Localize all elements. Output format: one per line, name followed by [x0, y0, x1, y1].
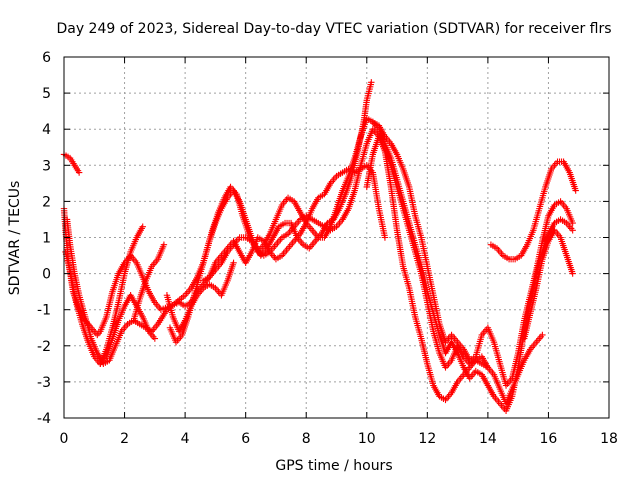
series-trace-5 — [97, 223, 146, 368]
data-point — [569, 219, 576, 227]
data-point — [139, 223, 146, 230]
series-trace-11 — [363, 133, 492, 404]
data-point — [151, 335, 159, 342]
series-trace-6 — [130, 241, 168, 324]
series-trace-10 — [369, 118, 576, 389]
x-tick-label: 14 — [479, 431, 497, 447]
series-trace-13 — [521, 227, 576, 342]
data-point — [160, 241, 168, 248]
y-tick-label: -2 — [37, 339, 51, 355]
x-tick-label: 2 — [120, 431, 129, 447]
series-trace-8 — [166, 79, 375, 346]
series-trace-9 — [200, 162, 389, 285]
x-tick-label: 8 — [302, 431, 311, 447]
series-trace-12 — [487, 158, 579, 263]
y-tick-label: 1 — [42, 231, 51, 247]
x-tick-label: 12 — [418, 431, 436, 447]
data-point — [569, 227, 576, 234]
x-tick-label: 0 — [60, 431, 69, 447]
y-tick-label: 6 — [42, 50, 51, 66]
y-axis-title: SDTVAR / TECUs — [7, 181, 23, 296]
data-markers — [60, 79, 579, 414]
data-point — [381, 234, 389, 241]
y-tick-label: 0 — [42, 267, 51, 283]
y-tick-label: -1 — [37, 303, 51, 319]
data-point — [572, 187, 579, 194]
data-point — [75, 169, 83, 176]
x-tick-label: 4 — [181, 431, 190, 447]
y-tick-label: 5 — [42, 86, 51, 102]
data-point — [230, 259, 237, 266]
data-point — [539, 331, 546, 339]
data-point — [368, 79, 375, 86]
grid-lines — [64, 57, 609, 418]
y-tick-label: -4 — [37, 411, 51, 427]
y-tick-label: -3 — [37, 375, 51, 391]
x-tick-label: 18 — [600, 431, 618, 447]
chart-title: Day 249 of 2023, Sidereal Day-to-day VTE… — [56, 21, 611, 37]
x-tick-label: 16 — [540, 431, 558, 447]
x-tick-label: 10 — [358, 431, 376, 447]
data-point — [484, 364, 492, 371]
x-tick-label: 6 — [241, 431, 250, 447]
y-tick-label: 2 — [42, 194, 51, 210]
y-tick-label: 4 — [42, 122, 51, 138]
data-point — [569, 270, 576, 277]
y-tick-label: 3 — [42, 158, 51, 174]
plot-frame — [63, 56, 610, 419]
x-axis-title: GPS time / hours — [275, 458, 392, 474]
